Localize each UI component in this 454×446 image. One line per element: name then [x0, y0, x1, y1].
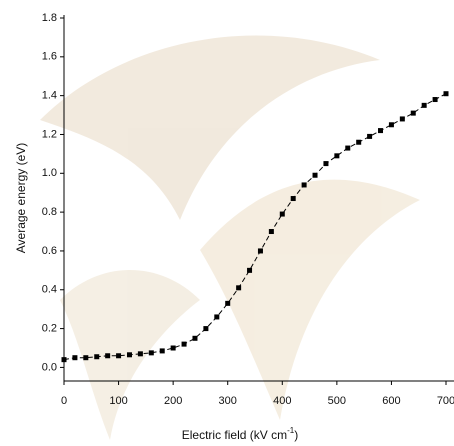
x-tick-label: 100: [109, 395, 127, 407]
y-tick-label: 0.6: [42, 245, 57, 257]
point: [301, 182, 307, 188]
x-axis-label-sup: -1: [287, 426, 295, 435]
point: [247, 267, 253, 273]
point: [443, 91, 449, 97]
point: [323, 161, 329, 167]
x-axis-label-end: ): [294, 428, 298, 442]
x-tick-label: 0: [61, 395, 67, 407]
point: [432, 97, 438, 103]
point: [388, 122, 394, 128]
point: [290, 196, 296, 202]
point: [214, 314, 220, 320]
point: [279, 211, 285, 217]
point: [345, 145, 351, 151]
x-axis-label-main: Electric field (kV cm: [182, 428, 287, 442]
point: [94, 354, 100, 360]
point: [105, 353, 111, 359]
point: [225, 300, 231, 306]
point: [170, 345, 176, 351]
point: [116, 353, 122, 359]
point: [367, 133, 373, 139]
y-axis-label: Average energy (eV): [14, 143, 28, 254]
point: [126, 352, 132, 358]
x-tick-label: 700: [437, 395, 454, 407]
point: [378, 128, 384, 134]
point: [268, 229, 274, 235]
y-tick-label: 0.8: [42, 206, 57, 218]
point: [356, 139, 362, 145]
y-tick-label: 1.0: [42, 167, 57, 179]
point: [159, 348, 165, 354]
point: [137, 351, 143, 357]
point: [72, 355, 78, 361]
y-tick-label: 1.6: [42, 51, 57, 63]
point: [236, 285, 242, 291]
point: [181, 341, 187, 347]
point: [192, 335, 198, 341]
y-tick-label: 0.0: [42, 361, 57, 373]
point: [203, 326, 209, 332]
y-tick-label: 1.2: [42, 128, 57, 140]
point: [148, 350, 154, 356]
x-tick-label: 500: [328, 395, 346, 407]
x-axis-label: Electric field (kV cm-1): [182, 426, 298, 442]
point: [83, 355, 89, 361]
x-tick-label: 200: [164, 395, 182, 407]
point: [257, 248, 263, 254]
point: [61, 357, 67, 363]
point: [399, 116, 405, 122]
point: [410, 110, 416, 116]
x-tick-label: 300: [219, 395, 237, 407]
point: [334, 153, 340, 159]
x-tick-label: 600: [382, 395, 400, 407]
y-tick-label: 0.2: [42, 322, 57, 334]
y-tick-label: 1.8: [42, 12, 57, 24]
point: [421, 102, 427, 108]
watermark: [40, 35, 420, 440]
point: [312, 172, 318, 178]
y-tick-label: 0.4: [42, 284, 57, 296]
y-tick-label: 1.4: [42, 90, 57, 102]
x-tick-label: 400: [273, 395, 291, 407]
